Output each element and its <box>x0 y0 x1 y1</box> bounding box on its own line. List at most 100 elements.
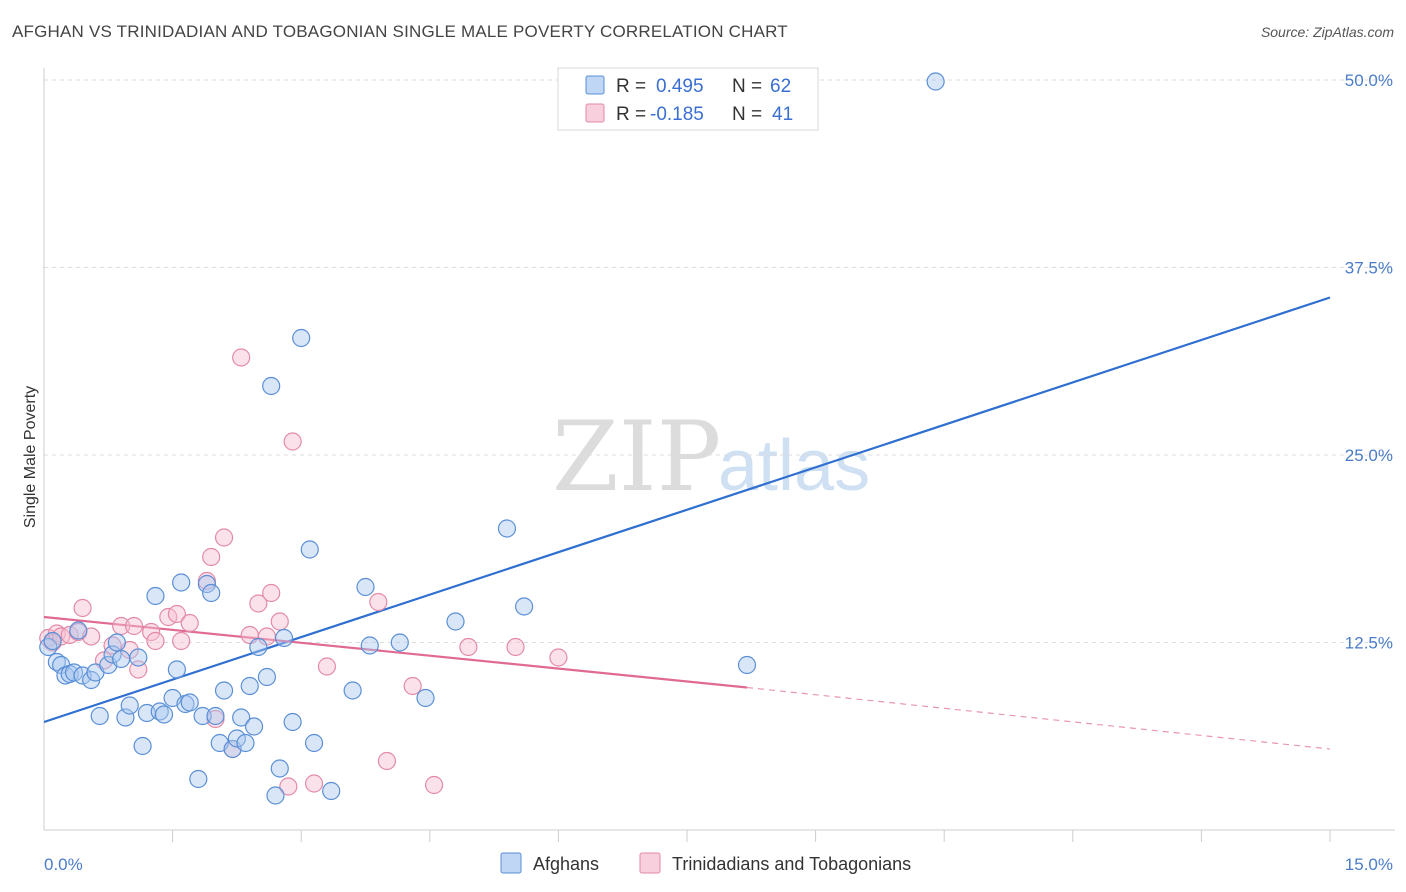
legend-r-label-afghans: R = <box>616 76 646 97</box>
point-trinidadians-36 <box>377 751 397 771</box>
point-trinidadians-12 <box>124 616 144 636</box>
watermark-atlas: atlas <box>718 426 870 506</box>
point-afghans-14 <box>107 633 126 652</box>
point-trinidadians-6 <box>73 598 92 618</box>
chart-title: AFGHAN VS TRINIDADIAN AND TOBAGONIAN SIN… <box>12 22 788 41</box>
point-afghans-42 <box>249 637 268 657</box>
y-tick-label-2: 37.5% <box>1345 259 1393 278</box>
point-afghans-53 <box>343 681 362 700</box>
trend-line-trinidadians-extension <box>746 686 1331 750</box>
legend-r-value-trinidadians: -0.185 <box>650 104 704 125</box>
point-afghans-11 <box>90 706 109 726</box>
x-tick-label-max: 15.0% <box>1345 855 1393 874</box>
point-trinidadians-31 <box>279 777 298 796</box>
point-afghans-33 <box>206 706 225 726</box>
scatter-points <box>39 72 945 805</box>
point-afghans-28 <box>180 693 199 712</box>
legend-r-value-afghans: 0.495 <box>656 76 704 97</box>
point-trinidadians-27 <box>249 594 268 613</box>
point-trinidadians-41 <box>549 648 568 667</box>
point-trinidadians-29 <box>262 583 281 603</box>
point-afghans-7 <box>69 621 88 640</box>
y-tick-label-3: 50.0% <box>1345 71 1393 90</box>
point-afghans-32 <box>202 583 221 603</box>
point-afghans-46 <box>270 759 289 778</box>
point-trinidadians-14 <box>142 622 161 642</box>
point-trinidadians-21 <box>202 547 221 567</box>
legend-n-value-trinidadians: 41 <box>772 104 793 125</box>
point-afghans-59 <box>497 519 517 538</box>
point-afghans-55 <box>360 636 379 655</box>
point-afghans-18 <box>129 648 148 667</box>
point-afghans-41 <box>244 717 264 736</box>
point-afghans-19 <box>133 736 152 756</box>
point-afghans-40 <box>240 676 259 696</box>
point-afghans-43 <box>257 667 277 687</box>
legend-n-label-trinidadians: N = <box>732 104 762 125</box>
point-afghans-37 <box>227 729 246 748</box>
point-afghans-13 <box>103 645 122 664</box>
point-afghans-23 <box>154 705 174 724</box>
point-trinidadians-40 <box>506 637 525 657</box>
point-trinidadians-18 <box>172 631 191 651</box>
point-afghans-52 <box>322 781 341 801</box>
point-afghans-15 <box>112 649 131 669</box>
point-trinidadians-19 <box>180 613 199 633</box>
source-label: Source: ZipAtlas.com <box>1260 24 1394 40</box>
point-trinidadians-38 <box>424 775 444 795</box>
point-afghans-50 <box>300 540 319 559</box>
point-afghans-51 <box>304 733 324 753</box>
point-afghans-29 <box>189 769 208 789</box>
axes <box>43 68 1395 842</box>
point-afghans-26 <box>172 573 191 592</box>
series-legend-swatch-afghans <box>500 852 522 874</box>
y-tick-label-1: 25.0% <box>1345 446 1393 465</box>
trend-lines <box>43 296 1331 750</box>
correlation-legend: R = 0.495 N = 62 R = -0.185 N = 41 <box>557 67 819 131</box>
point-afghans-31 <box>197 574 216 594</box>
point-afghans-54 <box>356 577 375 597</box>
y-axis-label: Single Male Poverty <box>22 386 39 528</box>
point-trinidadians-33 <box>304 774 324 793</box>
series-legend-swatch-trinidadians <box>639 852 661 874</box>
point-trinidadians-39 <box>459 637 478 657</box>
tick-labels: 12.5% 25.0% 37.5% 50.0% 0.0% 15.0% <box>44 71 1393 874</box>
point-afghans-49 <box>292 328 311 348</box>
point-afghans-39 <box>236 733 255 753</box>
y-tick-label-0: 12.5% <box>1345 634 1393 653</box>
point-afghans-35 <box>214 681 234 700</box>
series-legend: Afghans Trinidadians and Tobagonians <box>500 852 911 874</box>
point-trinidadians-37 <box>403 676 422 696</box>
point-afghans-60 <box>515 597 534 616</box>
point-afghans-62 <box>926 72 945 91</box>
x-tick-label-min: 0.0% <box>44 855 83 874</box>
point-afghans-17 <box>120 696 139 715</box>
point-afghans-47 <box>274 628 294 648</box>
point-trinidadians-15 <box>146 631 165 651</box>
legend-swatch-afghans <box>585 75 605 95</box>
point-trinidadians-23 <box>214 528 234 547</box>
series-legend-label-afghans: Afghans <box>533 854 599 874</box>
point-afghans-21 <box>146 586 165 606</box>
point-afghans-56 <box>390 633 409 652</box>
trend-line-afghans <box>43 296 1331 724</box>
point-afghans-48 <box>283 712 302 732</box>
point-afghans-16 <box>116 708 135 727</box>
legend-n-value-afghans: 62 <box>770 76 791 97</box>
point-afghans-57 <box>416 688 435 708</box>
trend-line-trinidadians <box>43 615 748 689</box>
point-trinidadians-30 <box>270 612 289 631</box>
point-trinidadians-34 <box>317 657 337 676</box>
point-trinidadians-35 <box>369 592 388 612</box>
point-afghans-45 <box>266 786 285 805</box>
point-trinidadians-25 <box>232 348 251 367</box>
point-afghans-38 <box>232 708 251 727</box>
point-afghans-25 <box>167 660 186 679</box>
legend-n-label-afghans: N = <box>732 76 762 97</box>
point-afghans-58 <box>446 612 465 631</box>
watermark: ZIP atlas <box>552 401 870 513</box>
point-trinidadians-17 <box>167 604 186 624</box>
point-afghans-61 <box>737 655 757 675</box>
legend-r-label-trinidadians: R = <box>616 104 646 125</box>
